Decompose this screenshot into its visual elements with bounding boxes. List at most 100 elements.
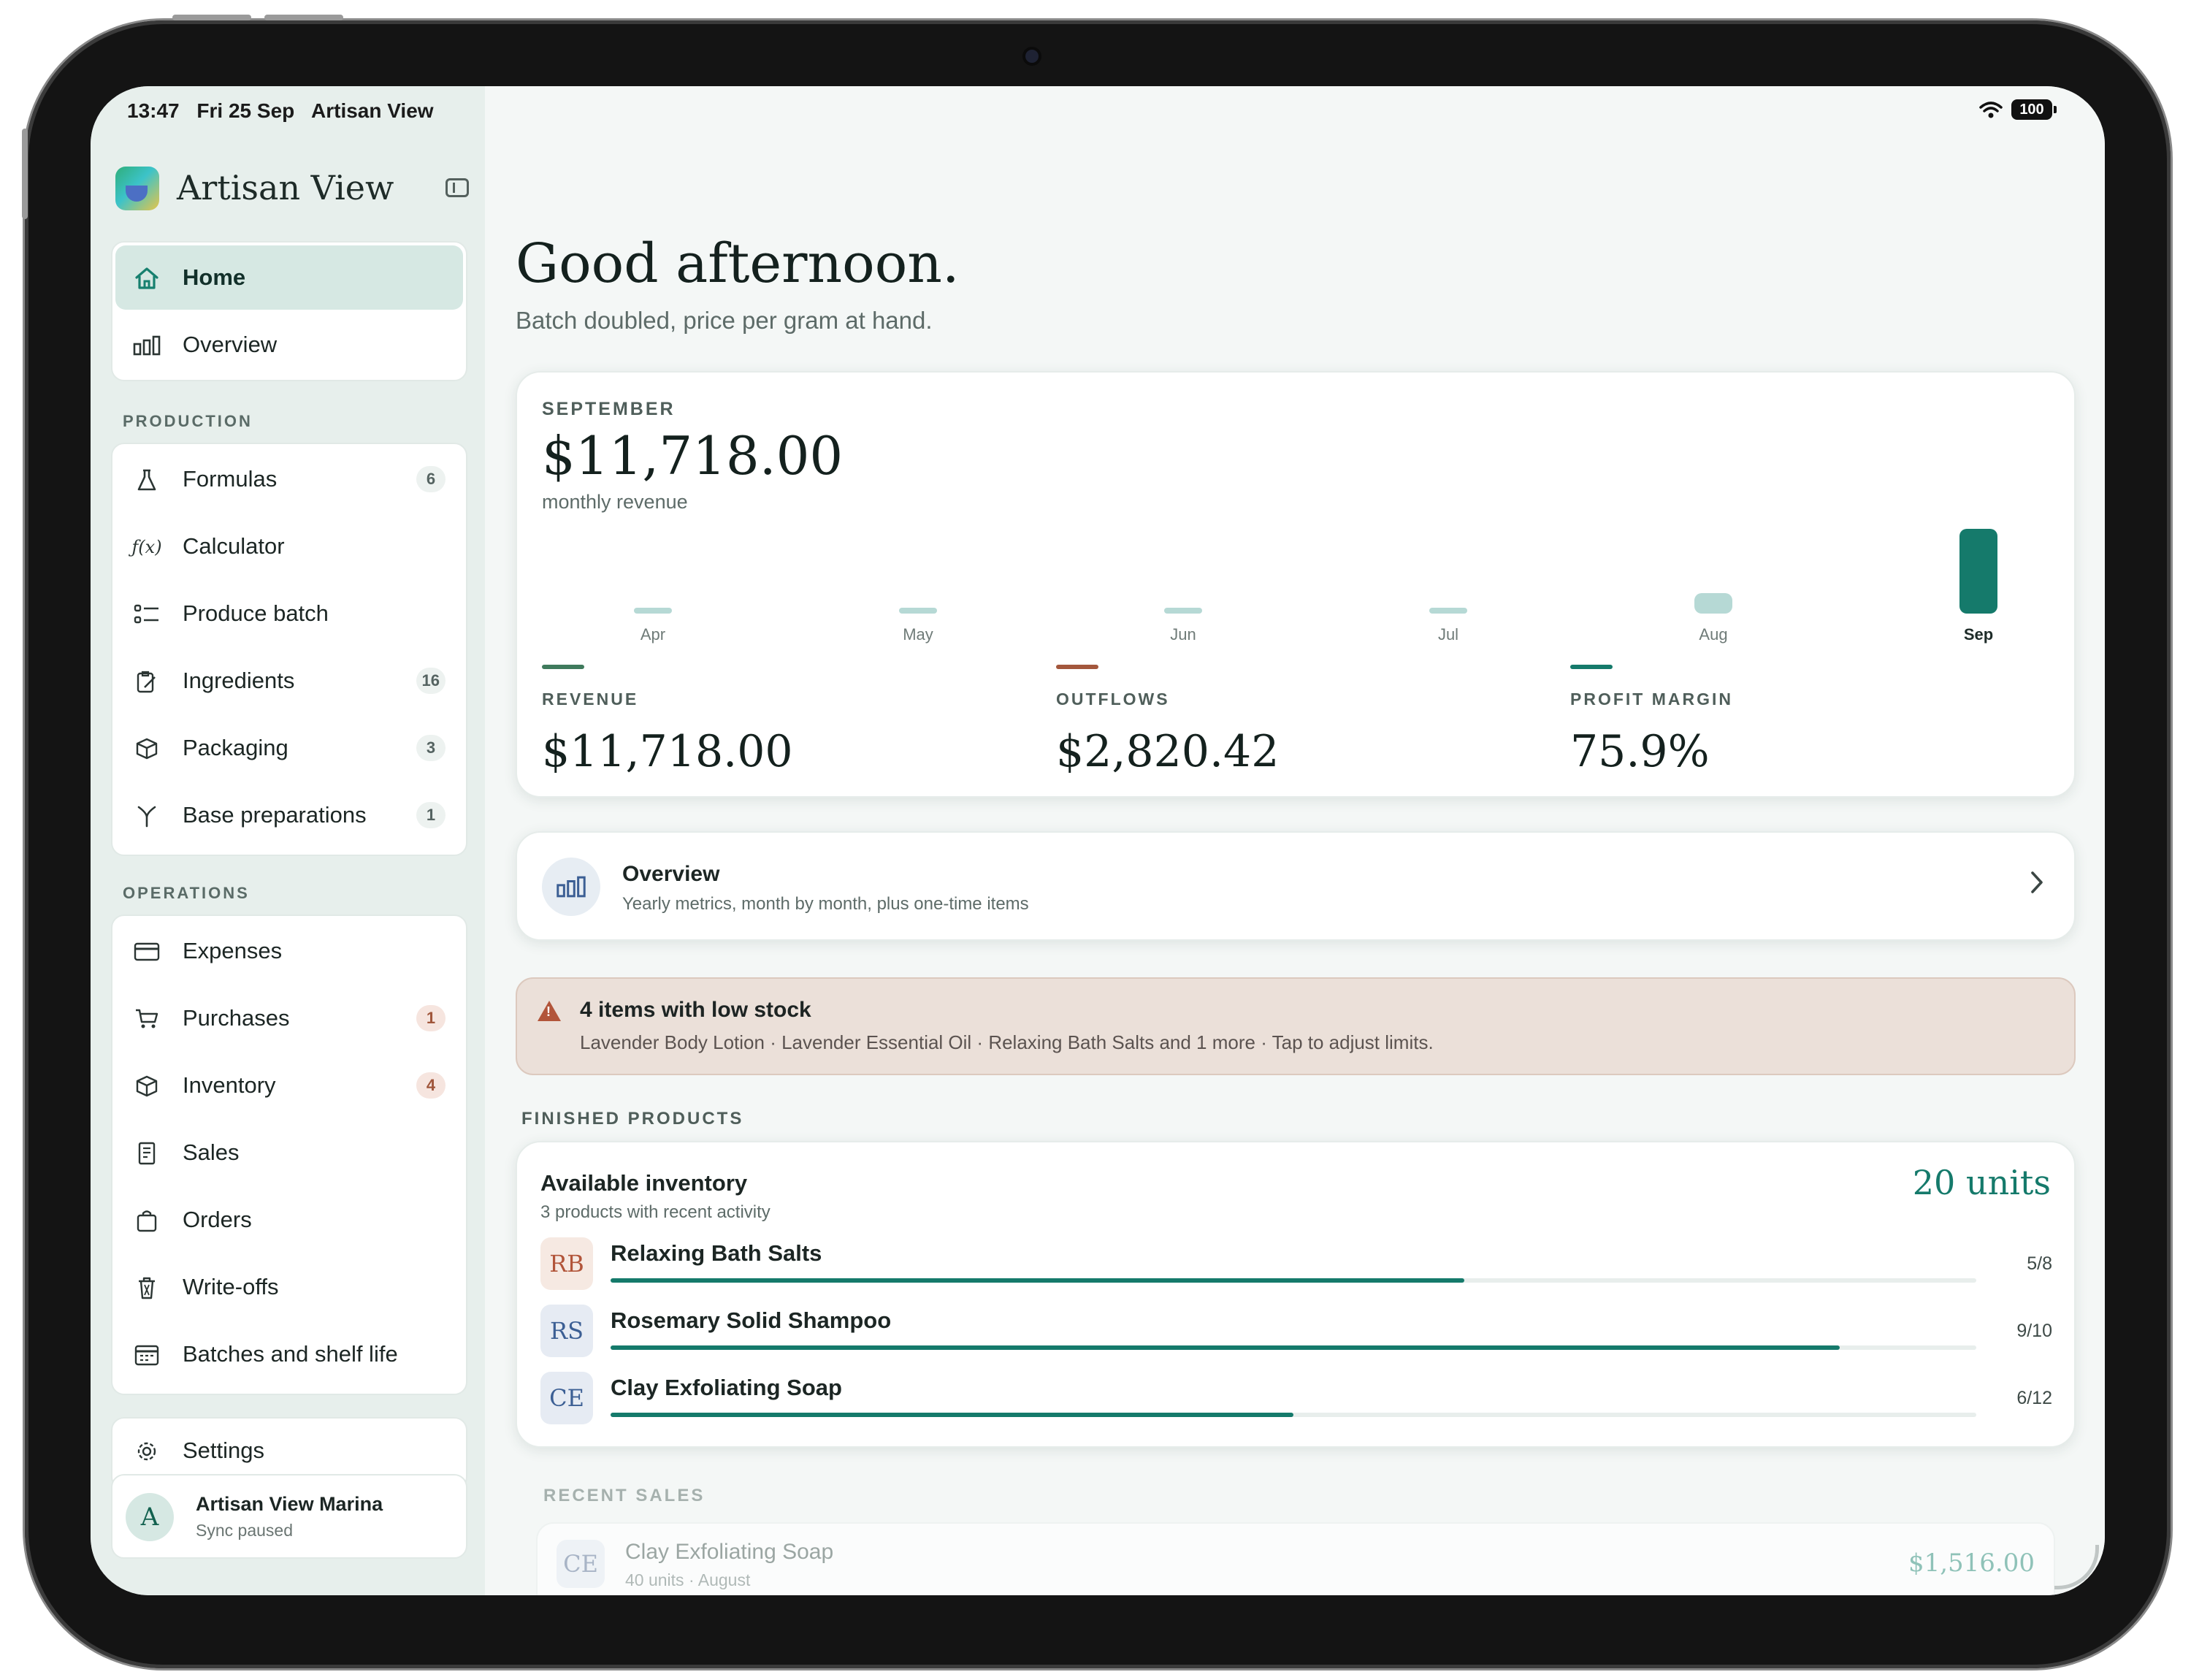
chart-bar-group-may: May [852, 519, 984, 644]
stock-count: 5/8 [2027, 1253, 2052, 1274]
warning-icon [538, 1001, 561, 1021]
product-avatar: CE [540, 1372, 593, 1424]
product-row[interactable]: CE Clay Exfoliating Soap 6/12 [540, 1372, 2052, 1430]
nav-group-production: Formulas 6 ƒ(x) Calculator Produce batch… [111, 443, 467, 856]
greeting-subtitle: Batch doubled, price per gram at hand. [516, 307, 933, 334]
overview-title: Overview [622, 862, 720, 886]
product-row[interactable]: RS Rosemary Solid Shampoo 9/10 [540, 1305, 2052, 1363]
bag-icon [133, 1208, 161, 1233]
profile-card[interactable]: A Artisan View Marina Sync paused [111, 1474, 467, 1559]
sidebar-item-label: Purchases [183, 1005, 290, 1031]
monthly-revenue-card[interactable]: SEPTEMBER $11,718.00 monthly revenue Apr… [516, 371, 2076, 798]
sidebar-item-write-offs[interactable]: Write-offs [115, 1255, 463, 1319]
sidebar-item-calculator[interactable]: ƒ(x) Calculator [115, 514, 463, 579]
chart-x-tick-label: Aug [1699, 625, 1728, 644]
count-badge: 6 [416, 466, 446, 492]
chevron-right-icon [2029, 869, 2045, 902]
sidebar-item-batches[interactable]: Batches and shelf life [115, 1322, 463, 1386]
product-avatar: RB [540, 1237, 593, 1290]
sidebar-item-label: Write-offs [183, 1274, 279, 1299]
sidebar-item-label: Home [183, 264, 246, 290]
sidebar-item-label: Settings [183, 1437, 265, 1463]
overview-link-card[interactable]: Overview Yearly metrics, month by month,… [516, 831, 2076, 941]
count-badge: 3 [416, 735, 446, 761]
sidebar: 13:47 Fri 25 Sep Artisan View Artisan Vi… [91, 86, 485, 1595]
product-avatar: CE [557, 1540, 605, 1588]
sidebar-toggle-icon[interactable] [446, 178, 469, 197]
chart-bar-group-jul: Jul [1383, 519, 1514, 644]
sidebar-item-expenses[interactable]: Expenses [115, 919, 463, 983]
inventory-subtitle: 3 products with recent activity [540, 1202, 771, 1222]
sidebar-item-purchases[interactable]: Purchases 1 [115, 986, 463, 1050]
recent-sale-row[interactable]: CE Clay Exfoliating Soap 40 units · Augu… [536, 1522, 2055, 1595]
sidebar-item-formulas[interactable]: Formulas 6 [115, 447, 463, 511]
metric-revenue: REVENUE $11,718.00 [542, 665, 980, 782]
product-name: Rosemary Solid Shampoo [611, 1307, 892, 1333]
avatar: A [126, 1493, 174, 1541]
low-stock-alert[interactable]: 4 items with low stock Lavender Body Lot… [516, 977, 2076, 1075]
stock-progress-bar [611, 1278, 1976, 1283]
main-content[interactable]: 100 Good afternoon. Batch doubled, price… [485, 86, 2105, 1595]
chart-bar [1429, 608, 1467, 614]
chart-bar-group-apr: Apr [587, 519, 719, 644]
home-icon [133, 266, 161, 291]
status-bar-left: 13:47 Fri 25 Sep Artisan View [127, 99, 446, 123]
nav-group-main: Home Overview [111, 241, 467, 381]
chart-bar [1164, 608, 1202, 614]
sidebar-item-ingredients[interactable]: Ingredients 16 [115, 649, 463, 713]
sidebar-item-label: Expenses [183, 938, 283, 963]
sidebar-item-label: Inventory [183, 1072, 276, 1098]
status-date: Fri 25 Sep [196, 99, 295, 122]
bar-chart-icon [133, 333, 161, 358]
metric-outflows: OUTFLOWS $2,820.42 [1056, 665, 1494, 782]
sidebar-item-label: Batches and shelf life [183, 1341, 398, 1367]
app-logo-icon [115, 167, 159, 210]
sidebar-item-settings[interactable]: Settings [115, 1419, 463, 1483]
box-icon [133, 736, 161, 761]
sale-detail: 40 units · August [625, 1570, 751, 1589]
metric-color-dash [542, 665, 584, 669]
sidebar-item-packaging[interactable]: Packaging 3 [115, 716, 463, 780]
sidebar-item-sales[interactable]: Sales [115, 1120, 463, 1185]
count-badge: 16 [416, 668, 446, 694]
sidebar-item-base-preparations[interactable]: Base preparations 1 [115, 783, 463, 847]
metric-value: $11,718.00 [542, 726, 793, 777]
section-label-finished-products: FINISHED PRODUCTS [521, 1109, 744, 1129]
stock-progress-fill [611, 1345, 1840, 1350]
flask-icon [133, 467, 161, 492]
product-row[interactable]: RB Relaxing Bath Salts 5/8 [540, 1237, 2052, 1296]
section-label-production: PRODUCTION [123, 412, 253, 430]
sidebar-item-overview[interactable]: Overview [115, 313, 463, 377]
overview-subtitle: Yearly metrics, month by month, plus one… [622, 894, 1029, 914]
stock-count: 6/12 [2016, 1388, 2052, 1408]
inventory-title: Available inventory [540, 1170, 748, 1196]
chart-bar [634, 608, 672, 614]
chart-x-tick-label: Sep [1963, 625, 1994, 644]
product-name: Clay Exfoliating Soap [611, 1375, 842, 1400]
stock-progress-bar [611, 1413, 1976, 1417]
checklist-icon [133, 602, 161, 627]
sidebar-item-label: Formulas [183, 466, 278, 492]
sidebar-item-produce-batch[interactable]: Produce batch [115, 581, 463, 646]
metric-label: OUTFLOWS [1056, 690, 1170, 709]
chart-bar [1694, 593, 1732, 614]
metric-value: 75.9% [1570, 726, 1710, 777]
app-header: Artisan View [115, 162, 469, 213]
box-icon [133, 1074, 161, 1099]
branch-icon [133, 803, 161, 828]
sidebar-item-label: Packaging [183, 735, 288, 760]
trash-icon [133, 1275, 161, 1300]
power-button [22, 129, 28, 219]
available-inventory-card[interactable]: Available inventory 3 products with rece… [516, 1141, 2076, 1448]
scroll-indicator [2054, 1545, 2099, 1589]
gear-icon [133, 1439, 161, 1464]
sidebar-item-label: Ingredients [183, 668, 295, 693]
sidebar-item-label: Overview [183, 332, 278, 357]
sidebar-item-orders[interactable]: Orders [115, 1188, 463, 1252]
sidebar-item-inventory[interactable]: Inventory 4 [115, 1053, 463, 1118]
cart-icon [133, 1007, 161, 1031]
stock-progress-fill [611, 1278, 1464, 1283]
volume-button [264, 15, 343, 20]
status-bar-right: 100 [1979, 99, 2067, 124]
sidebar-item-home[interactable]: Home [115, 245, 463, 310]
